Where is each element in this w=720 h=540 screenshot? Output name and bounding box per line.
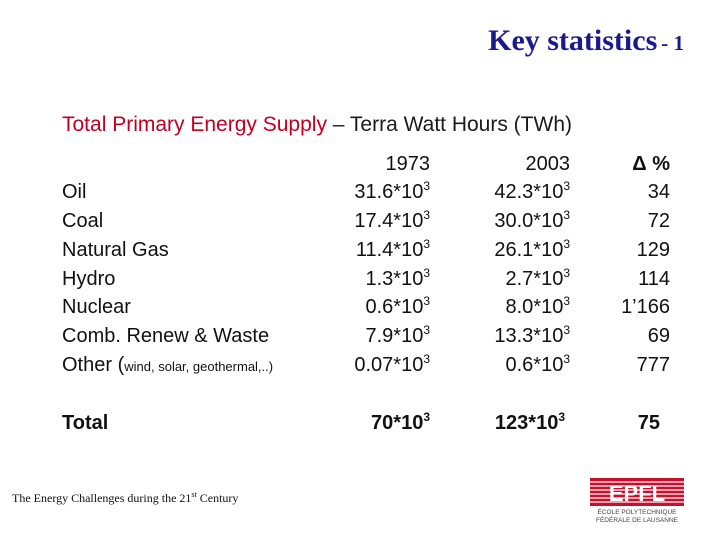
cell-2003-renew-waste: 13.3*103: [494, 323, 570, 347]
row-label-nuclear: Nuclear: [62, 296, 131, 318]
cell-delta-natural-gas: 129: [636, 239, 670, 261]
cell-1973-hydro: 1.3*103: [365, 266, 430, 290]
cell-1973-nuclear: 0.6*103: [365, 294, 430, 318]
cell-1973-coal: 17.4*103: [354, 208, 430, 232]
header-2003: 2003: [525, 153, 571, 175]
cell-2003-total: 123*103: [494, 410, 565, 434]
cell-delta-coal: 72: [647, 210, 670, 232]
cell-delta-total: 75: [637, 412, 660, 434]
cell-2003-natural-gas: 26.1*103: [494, 237, 570, 261]
row-label-renew-waste: Comb. Renew & Waste: [62, 325, 270, 347]
row-label-total: Total: [62, 412, 109, 434]
row-label-coal: Coal: [62, 210, 104, 232]
title-main: Key statistics: [488, 24, 658, 57]
cell-1973-natural-gas: 11.4*103: [355, 237, 430, 261]
svg-text:ÉCOLE POLYTECHNIQUE: ÉCOLE POLYTECHNIQUE: [598, 507, 678, 516]
cell-1973-total: 70*103: [371, 410, 430, 434]
cell-delta-other: 777: [636, 354, 670, 376]
row-label-oil: Oil: [62, 181, 87, 203]
header-delta: Δ %: [632, 153, 670, 175]
cell-delta-renew-waste: 69: [647, 325, 670, 347]
subtitle-highlight: Total Primary Energy Supply: [62, 113, 327, 136]
cell-1973-renew-waste: 7.9*103: [365, 323, 430, 347]
slide-title: Key statistics - 1: [488, 24, 684, 58]
svg-text:FÉDÉRALE DE LAUSANNE: FÉDÉRALE DE LAUSANNE: [596, 515, 679, 524]
epfl-logo-mark: EPFL: [590, 478, 684, 506]
cell-1973-other: 0.07*103: [354, 352, 430, 376]
cell-delta-hydro: 114: [638, 268, 670, 290]
cell-2003-oil: 42.3*103: [494, 179, 570, 203]
cell-delta-nuclear: 1’166: [621, 296, 670, 318]
header-1973: 1973: [385, 153, 431, 175]
footer-text: The Energy Challenges during the 21st Ce…: [12, 490, 239, 506]
svg-text:EPFL: EPFL: [609, 481, 665, 506]
row-label-hydro: Hydro: [62, 268, 116, 290]
row-label-other: Other (wind, solar, geothermal,..): [62, 354, 274, 376]
table-subtitle: Total Primary Energy Supply – Terra Watt…: [62, 113, 572, 137]
cell-2003-coal: 30.0*103: [494, 208, 570, 232]
cell-2003-nuclear: 8.0*103: [505, 294, 570, 318]
epfl-logo: EPFL ÉCOLE POLYTECHNIQUE FÉDÉRALE DE LAU…: [590, 478, 684, 524]
cell-2003-hydro: 2.7*103: [505, 266, 570, 290]
cell-2003-other: 0.6*103: [505, 352, 570, 376]
row-label-natural-gas: Natural Gas: [62, 239, 169, 261]
cell-delta-oil: 34: [647, 181, 670, 203]
cell-1973-oil: 31.6*103: [354, 179, 430, 203]
subtitle-rest: – Terra Watt Hours (TWh): [326, 113, 572, 136]
title-suffix: - 1: [661, 31, 684, 55]
